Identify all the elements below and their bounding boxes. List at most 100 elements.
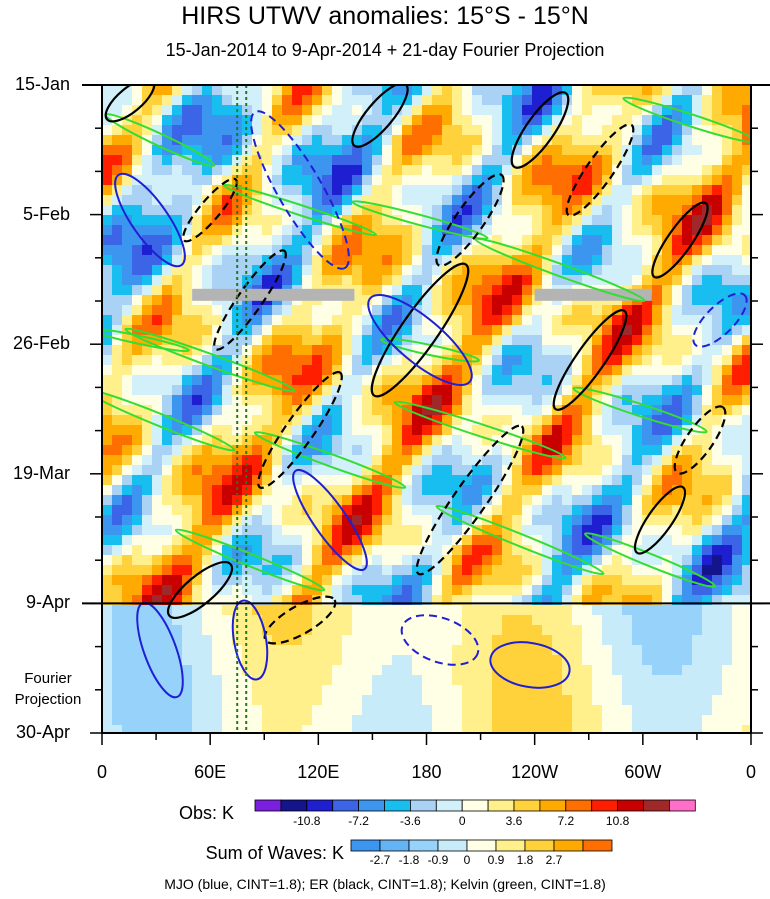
field-cell [172,295,182,305]
er-contour [370,262,470,398]
projection-cell [192,645,202,655]
field-cell [612,315,622,325]
field-cell [382,375,392,385]
field-cell [182,455,192,465]
field-cell [222,235,232,245]
field-cell [132,595,142,605]
projection-cell [112,605,122,615]
field-cell [542,415,552,425]
projection-cell [102,705,112,715]
field-cell [522,385,532,395]
field-cell [702,245,712,255]
field-cell [232,535,242,545]
field-cell [552,325,562,335]
field-cell [162,395,172,405]
projection-cell [302,605,312,615]
field-cell [482,175,492,185]
field-cell [632,415,642,425]
projection-cell [272,665,282,675]
projection-cell [352,725,362,733]
field-cell [622,385,632,395]
field-cell [222,275,232,285]
field-cell [392,365,402,375]
field-cell [562,405,572,415]
field-cell [172,215,182,225]
field-cell [172,205,182,215]
projection-cell [502,695,512,705]
field-cell [272,575,282,585]
projection-cell [472,605,482,615]
field-cell [392,115,402,125]
field-cell [652,495,662,505]
field-cell [372,455,382,465]
field-cell [492,505,502,515]
field-cell [192,405,202,415]
er-contour [213,249,287,351]
field-cell [222,145,232,155]
field-cell [562,455,572,465]
field-cell [402,485,412,495]
field-cell [182,595,192,605]
field-cell [222,305,232,315]
projection-cell [292,685,302,695]
field-cell [212,455,222,465]
field-cell [492,585,502,595]
field-cell [712,265,722,275]
field-cell [492,465,502,475]
field-cell [392,475,402,485]
field-cell [412,255,422,265]
field-cell [112,85,122,95]
projection-cell [672,715,682,725]
field-cell [212,475,222,485]
projection-cell [202,625,212,635]
field-cell [622,105,632,115]
field-cell [582,425,592,435]
projection-cell [612,705,622,715]
field-cell [472,255,482,265]
field-cell [722,565,732,575]
field-cell [222,85,232,95]
projection-cell [332,725,342,733]
field-cell [352,415,362,425]
projection-cell [272,695,282,705]
field-cell [182,535,192,545]
er-contour [673,405,727,475]
field-cell [662,115,672,125]
projection-cell [342,705,352,715]
field-cell [442,335,452,345]
field-cell [342,125,352,135]
projection-cell [512,635,522,645]
field-cell [742,155,751,165]
field-cell [502,375,512,385]
projection-cell [162,685,172,695]
field-cell [152,565,162,575]
field-cell [682,205,692,215]
field-cell [612,105,622,115]
x-tick-label: 120E [297,762,340,782]
field-cell [362,335,372,345]
projection-cell [222,725,232,733]
field-cell [472,275,482,285]
field-cell [512,305,522,315]
field-cell [732,415,742,425]
field-cell [602,255,612,265]
field-cell [612,435,622,445]
field-cell [382,565,392,575]
field-cell [112,385,122,395]
field-cell [362,505,372,515]
field-cell [632,135,642,145]
field-cell [502,85,512,95]
projection-cell [372,695,382,705]
field-cell [392,425,402,435]
field-cell [142,165,152,175]
projection-cell [112,625,122,635]
field-cell [462,265,472,275]
field-cell [432,335,442,345]
field-cell [502,465,512,475]
field-cell [672,485,682,495]
field-cell [112,165,122,175]
field-cell [582,315,592,325]
field-cell [162,135,172,145]
field-cell [432,195,442,205]
field-cell [612,535,622,545]
